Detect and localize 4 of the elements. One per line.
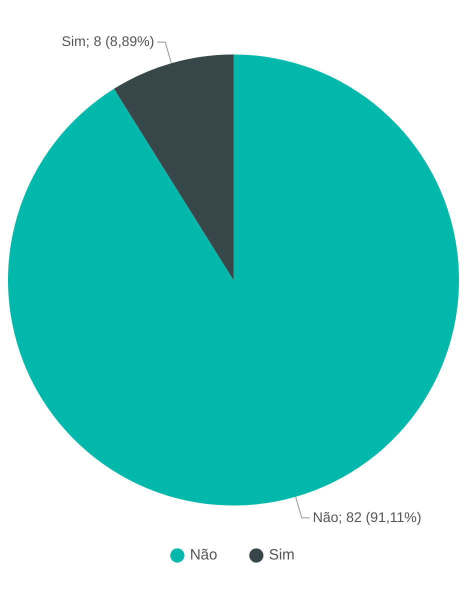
- data-label: Não; 82 (91,11%): [312, 508, 422, 525]
- legend-label: Sim: [268, 546, 295, 564]
- data-label: Sim; 8 (8,89%): [62, 32, 154, 49]
- legend-label: Não: [190, 546, 218, 564]
